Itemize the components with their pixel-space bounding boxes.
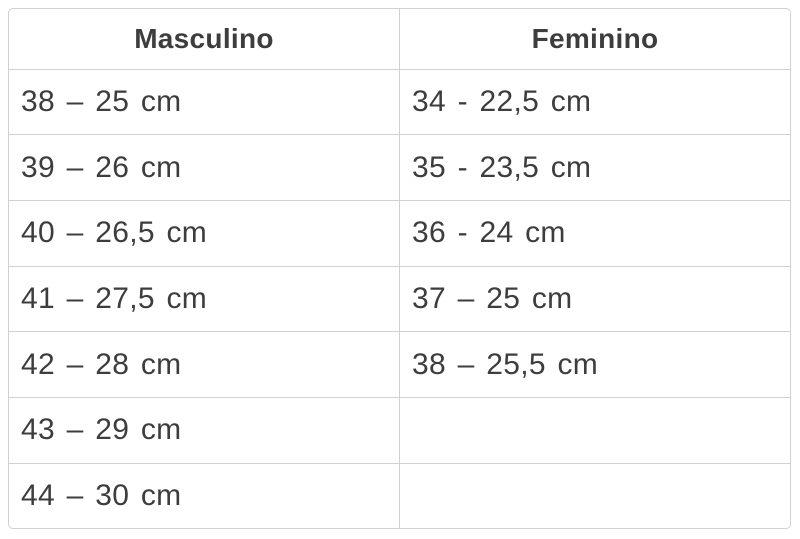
table-row: 42 – 28 cm 38 – 25,5 cm bbox=[9, 331, 790, 398]
size-table-container: Masculino Feminino 38 – 25 cm 34 - 22,5 … bbox=[8, 8, 791, 529]
column-header-feminino: Feminino bbox=[399, 9, 790, 70]
cell-masculino: 44 – 30 cm bbox=[9, 462, 400, 528]
cell-feminino: 36 - 24 cm bbox=[399, 199, 790, 267]
header-row: Masculino Feminino bbox=[9, 9, 790, 70]
cell-masculino: 39 – 26 cm bbox=[9, 134, 400, 201]
cell-feminino: 38 – 25,5 cm bbox=[399, 331, 790, 398]
table-row: 38 – 25 cm 34 - 22,5 cm bbox=[9, 69, 790, 135]
cell-feminino bbox=[399, 397, 790, 464]
cell-masculino: 38 – 25 cm bbox=[9, 69, 400, 135]
cell-feminino: 37 – 25 cm bbox=[399, 265, 790, 332]
cell-masculino: 41 – 27,5 cm bbox=[9, 265, 400, 332]
cell-feminino: 35 - 23,5 cm bbox=[399, 134, 790, 201]
cell-masculino: 40 – 26,5 cm bbox=[9, 199, 400, 267]
cell-feminino: 34 - 22,5 cm bbox=[412, 84, 592, 118]
cell-masculino: 43 – 29 cm bbox=[9, 397, 400, 464]
cell-feminino bbox=[399, 462, 790, 528]
size-table: Masculino Feminino 38 – 25 cm 34 - 22,5 … bbox=[9, 9, 790, 528]
table-row: 43 – 29 cm bbox=[9, 397, 790, 464]
cell-masculino: 42 – 28 cm bbox=[9, 331, 400, 398]
table-row: 39 – 26 cm 35 - 23,5 cm bbox=[9, 134, 790, 201]
column-header-masculino: Masculino bbox=[9, 9, 400, 70]
table-row: 41 – 27,5 cm 37 – 25 cm bbox=[9, 265, 790, 332]
table-row: 44 – 30 cm bbox=[9, 462, 790, 528]
table-row: 40 – 26,5 cm 36 - 24 cm bbox=[9, 199, 790, 267]
